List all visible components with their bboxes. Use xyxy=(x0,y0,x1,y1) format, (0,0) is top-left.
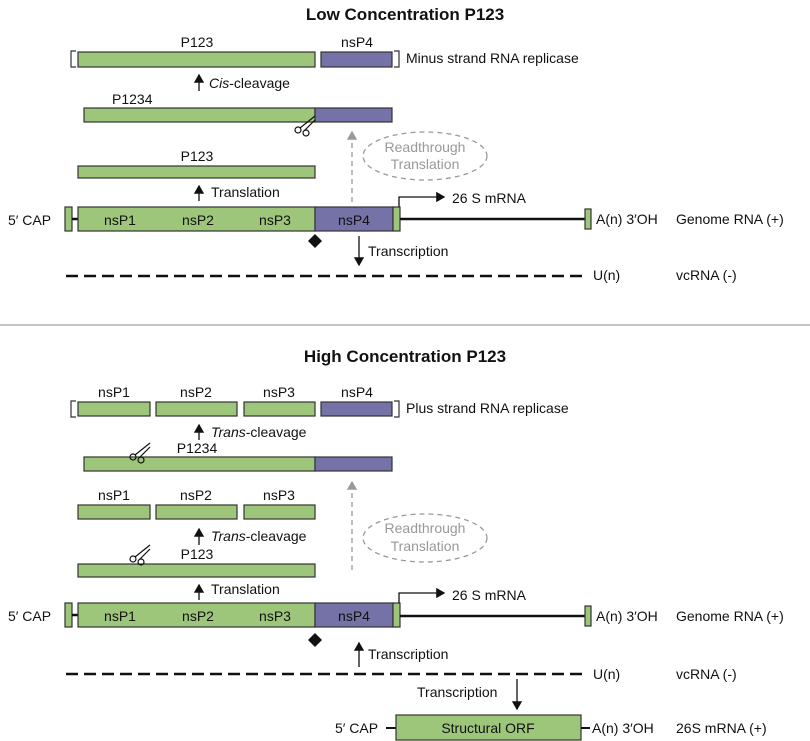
label: nsP2 xyxy=(180,487,212,503)
label: nsP2 xyxy=(180,384,212,400)
label: nsP3 xyxy=(259,212,291,228)
bar xyxy=(320,401,393,417)
p1234-bar xyxy=(83,107,316,123)
utr-box xyxy=(64,206,73,232)
promoter-arrow xyxy=(398,587,446,603)
bar xyxy=(243,401,316,417)
p123-bar xyxy=(77,563,316,578)
label: nsP4 xyxy=(341,34,373,50)
label: vcRNA (-) xyxy=(676,267,737,283)
label: nsP1 xyxy=(104,212,136,228)
bar xyxy=(77,504,151,520)
replicase-label: Plus strand RNA replicase xyxy=(406,400,569,416)
label: Translation xyxy=(211,184,280,200)
label: nsP1 xyxy=(104,608,136,624)
p1234-nsp4 xyxy=(314,107,393,123)
diamond-icon xyxy=(308,234,322,248)
bar xyxy=(77,401,151,417)
p123-bar xyxy=(77,51,316,68)
junction-box xyxy=(392,602,401,628)
label: Transcription xyxy=(368,243,448,259)
cleavage-label: Cis-cleavage xyxy=(209,75,290,91)
label: nsP3 xyxy=(263,384,295,400)
utr-box xyxy=(584,208,592,230)
nsp4-bar xyxy=(320,51,393,68)
junction-box xyxy=(392,206,401,232)
utr-box xyxy=(584,605,592,627)
label: P123 xyxy=(181,148,214,164)
label: Genome RNA (+) xyxy=(676,608,784,624)
label: nsP3 xyxy=(263,487,295,503)
high-concentration-panel: High Concentration P123 nsP1 nsP2 nsP3 n… xyxy=(8,347,784,741)
genome-bar xyxy=(77,206,316,232)
bracket xyxy=(70,50,400,68)
label: A(n) 3′OH xyxy=(596,608,658,624)
p123-bar xyxy=(77,165,316,179)
bar xyxy=(243,504,316,520)
label: Translation xyxy=(211,581,280,597)
label: 26 S mRNA xyxy=(452,587,527,603)
bar xyxy=(155,504,238,520)
label: nsP4 xyxy=(341,384,373,400)
replicase-label: Minus strand RNA replicase xyxy=(406,50,579,66)
utr-box xyxy=(64,602,73,628)
label: 26 S mRNA xyxy=(452,190,527,206)
promoter-arrow xyxy=(398,191,446,207)
label: vcRNA (-) xyxy=(676,666,737,682)
bracket xyxy=(70,400,400,418)
label: A(n) 3′OH xyxy=(596,211,658,227)
readthrough-ellipse xyxy=(362,131,488,181)
label: P1234 xyxy=(112,91,153,107)
bar xyxy=(155,401,238,417)
p1234-bar xyxy=(83,456,316,472)
label: 26S mRNA (+) xyxy=(676,720,767,736)
label: Genome RNA (+) xyxy=(676,211,784,227)
nsp4-segment xyxy=(314,602,394,628)
label: P123 xyxy=(181,34,214,50)
label: Transcription xyxy=(417,684,497,700)
p1234-nsp4 xyxy=(314,456,393,472)
label: Transcription xyxy=(368,646,448,662)
label: Translation xyxy=(391,538,460,554)
label: Structural ORF xyxy=(441,720,534,736)
label: nsP3 xyxy=(259,608,291,624)
label: 5′ CAP xyxy=(8,212,51,228)
label: P1234 xyxy=(177,440,218,456)
low-concentration-panel: Low Concentration P123 P123 nsP4 Minus s… xyxy=(8,5,784,283)
label: nsP4 xyxy=(338,212,370,228)
label: A(n) 3′OH xyxy=(592,720,654,736)
label: nsP2 xyxy=(182,608,214,624)
label: nsP1 xyxy=(98,487,130,503)
label: Readthrough xyxy=(385,520,466,536)
label: U(n) xyxy=(593,666,620,682)
structural-orf-bar xyxy=(395,714,582,741)
label: nsP4 xyxy=(338,608,370,624)
genome-bar xyxy=(77,602,316,628)
panel-title: Low Concentration P123 xyxy=(306,5,504,24)
label: Translation xyxy=(391,156,460,172)
scissors-icon xyxy=(129,544,151,566)
cleavage-label: Trans-cleavage xyxy=(211,424,307,440)
label: P123 xyxy=(181,546,214,562)
label: 5′ CAP xyxy=(335,720,378,736)
label: nsP1 xyxy=(98,384,130,400)
label: 5′ CAP xyxy=(8,608,51,624)
label: U(n) xyxy=(593,267,620,283)
panel-title: High Concentration P123 xyxy=(304,347,506,366)
cleavage-label: Trans-cleavage xyxy=(211,528,307,544)
readthrough-ellipse xyxy=(362,513,488,563)
diamond-icon xyxy=(308,633,322,647)
label: nsP2 xyxy=(182,212,214,228)
label: Readthrough xyxy=(385,139,466,155)
